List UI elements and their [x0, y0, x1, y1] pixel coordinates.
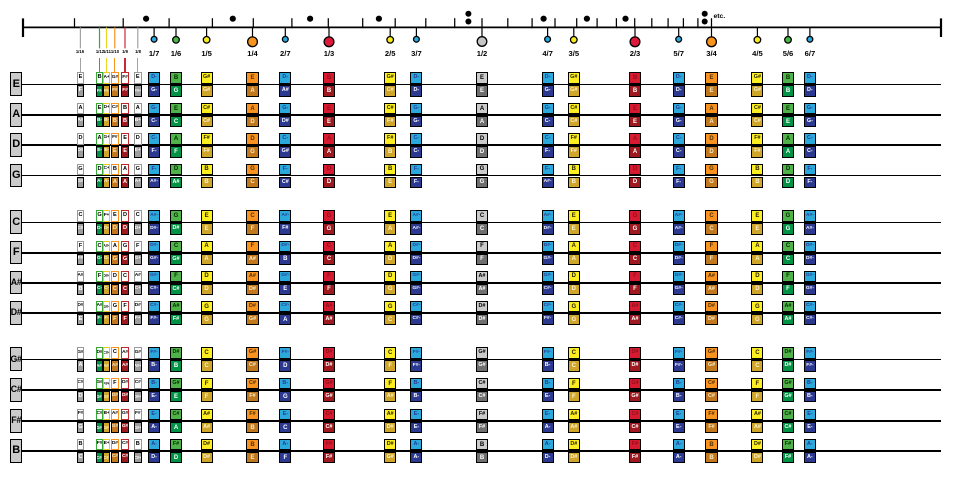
svg-text:etc.: etc. [714, 13, 726, 20]
